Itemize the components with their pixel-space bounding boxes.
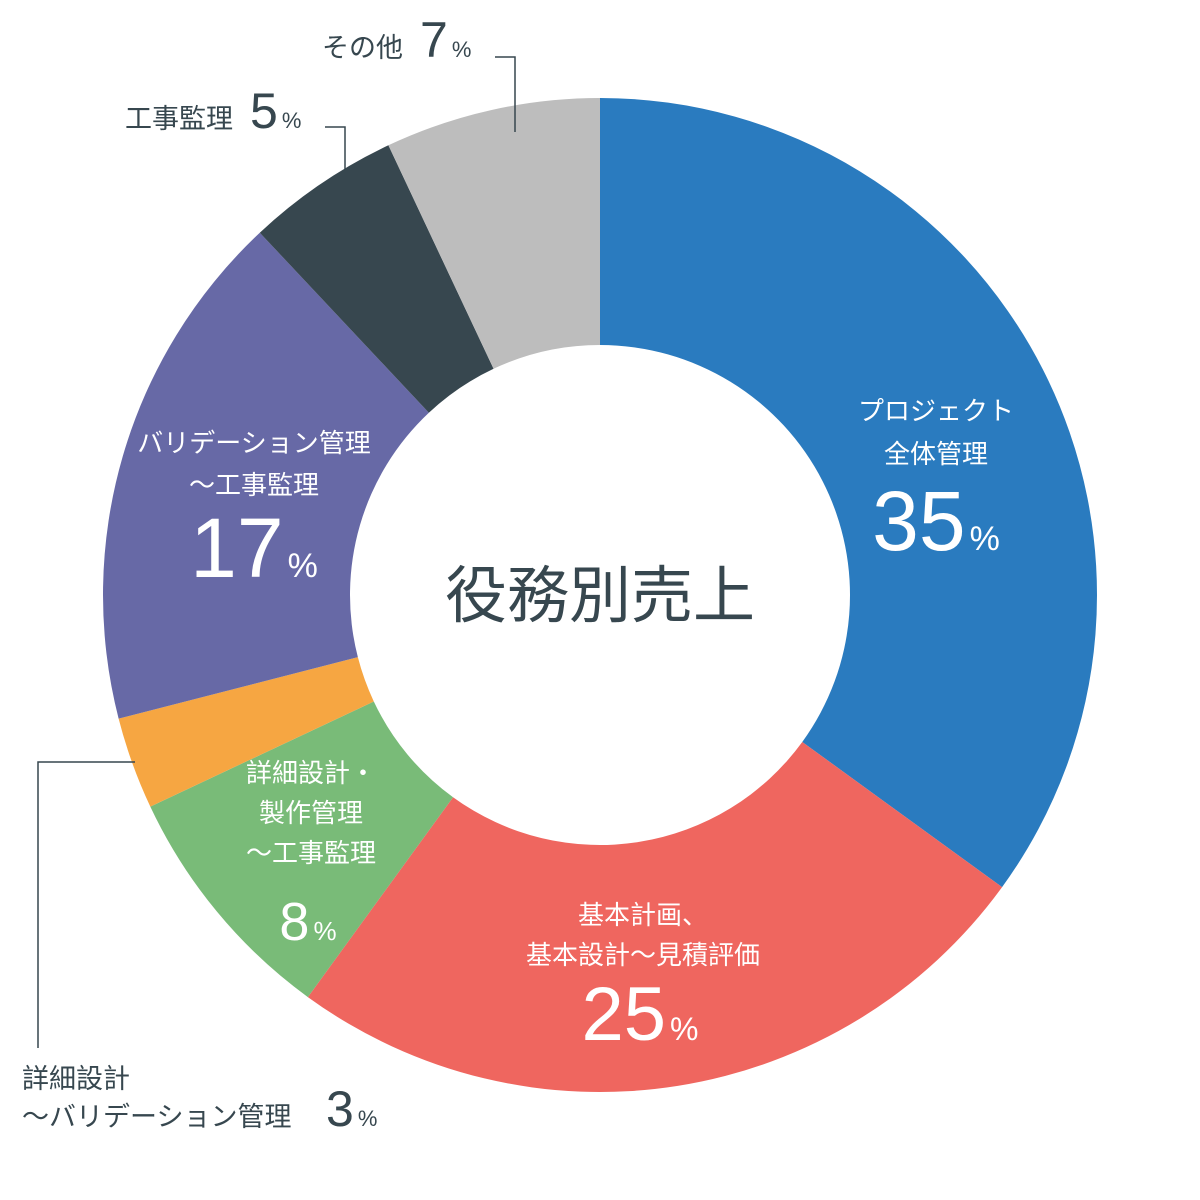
slice-4-label: 詳細設計 [22,1064,130,1095]
slice-3-value: 8% [279,892,336,952]
slice-6-label: 工事監理 [125,104,233,135]
slice-5-label: ～工事監理 [189,471,319,501]
slice-2-label: 基本計画、 [578,901,708,931]
slice-6-value: 5% [250,83,301,139]
slice-2-label: 基本設計～見積評価 [526,941,760,971]
slice-3 [150,701,454,998]
slices-group [103,98,1097,1092]
slice-6 [259,145,494,413]
slice-3-label: 製作管理 [259,799,363,829]
slice-4-label: ～バリデーション管理 [22,1102,291,1133]
slice-7-label: その他 [322,33,403,64]
slice-2-value: 25% [582,972,699,1057]
slice-4-value: 3% [326,1081,377,1137]
slice-3-label: ～工事監理 [246,839,376,869]
slice-7-value: 7% [420,12,471,68]
slice-2 [307,741,1003,1092]
slice-1 [600,98,1097,888]
slice-1-label: 全体管理 [884,440,988,470]
slice-1-value: 35% [872,474,1000,568]
slice-5 [103,232,429,719]
slice-7-leader-line [495,56,516,132]
slice-6-leader-line [325,126,346,170]
slice-4-leader-line [37,761,135,1048]
slice-7 [388,98,600,369]
slice-3-label: 詳細設計・ [246,759,376,789]
slice-1-label: プロジェクト [858,397,1014,427]
slice-5-label: バリデーション管理 [137,429,370,459]
slice-5-value: 17% [190,501,318,595]
leader-lines-group [37,56,516,1048]
slice-4 [118,657,374,807]
chart-title: 役務別売上 [445,559,755,632]
